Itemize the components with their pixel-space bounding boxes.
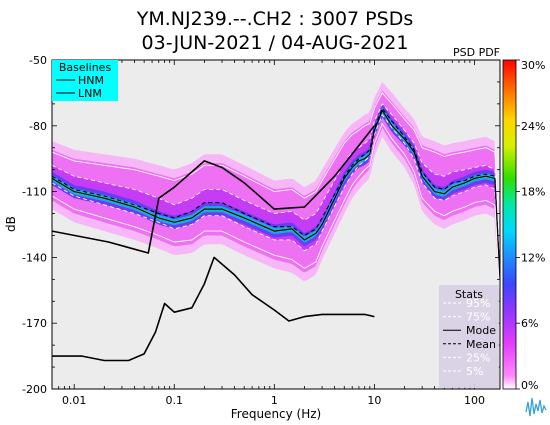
colorbar-tick-label: 24%	[521, 120, 545, 133]
legend-hnm-label: HNM	[78, 74, 104, 87]
series-lines	[52, 92, 500, 362]
y-tick-label: -50	[29, 54, 47, 67]
baselines-legend-title: Baselines	[59, 61, 112, 74]
series-line-95pct	[52, 92, 500, 258]
density-band-95-5	[52, 90, 500, 302]
stats-legend-label: 25%	[466, 351, 490, 364]
x-tick-label: 0.01	[62, 394, 87, 407]
stats-legend-label: Mode	[466, 324, 496, 337]
baselines-legend: Baselines HNM LNM	[52, 60, 118, 101]
colorbar-ticks: 0% 6% 12% 18% 24% 30%	[516, 59, 545, 392]
series-line-mode	[52, 109, 500, 280]
series-line-hnm	[52, 125, 376, 254]
colorbar-tick-label: 0%	[521, 379, 538, 392]
x-axis: 0.01 0.1 1 10 100	[51, 60, 485, 407]
y-tick-label: -80	[29, 120, 47, 133]
stats-legend-label: 75%	[466, 311, 490, 324]
x-tick-label: 10	[367, 394, 381, 407]
colorbar-tick-label: 30%	[521, 59, 545, 72]
y-axis: -50 -80 -110 -140 -170 -200	[22, 54, 500, 396]
colorbar-tick-label: 12%	[521, 251, 545, 264]
x-tick-label: 1	[271, 394, 278, 407]
stats-legend-label: Mean	[466, 338, 496, 351]
y-tick-label: -140	[22, 251, 47, 264]
colorbar	[502, 59, 517, 390]
legend-lnm-label: LNM	[78, 87, 102, 100]
series-line-25pct	[52, 114, 500, 286]
density-layer	[52, 82, 500, 310]
series-line-5pct	[52, 123, 500, 297]
density-band-75-25	[52, 104, 500, 286]
series-line-lnm	[52, 256, 375, 362]
y-tick-label: -170	[22, 317, 47, 330]
y-axis-label: dB	[4, 216, 18, 232]
y-tick-label: -200	[22, 383, 47, 396]
y-tick-label: -110	[22, 186, 47, 199]
x-axis-label: Frequency (Hz)	[231, 407, 322, 421]
chart-title: YM.NJ239.--.CH2 : 3007 PSDs	[136, 8, 413, 30]
stats-legend-title: Stats	[455, 288, 483, 301]
colorbar-tick-label: 6%	[521, 317, 538, 330]
x-tick-label: 0.1	[166, 394, 184, 407]
chart-subtitle: 03-JUN-2021 / 04-AUG-2021	[142, 32, 409, 54]
colorbar-tick-label: 18%	[521, 186, 545, 199]
x-tick-label: 100	[464, 394, 485, 407]
panel-label: PSD PDF	[453, 46, 500, 59]
plot-frame	[51, 59, 501, 390]
stats-legend-label: 95%	[466, 297, 490, 310]
stats-legend-label: 5%	[466, 365, 483, 378]
waveform-logo	[525, 397, 547, 417]
